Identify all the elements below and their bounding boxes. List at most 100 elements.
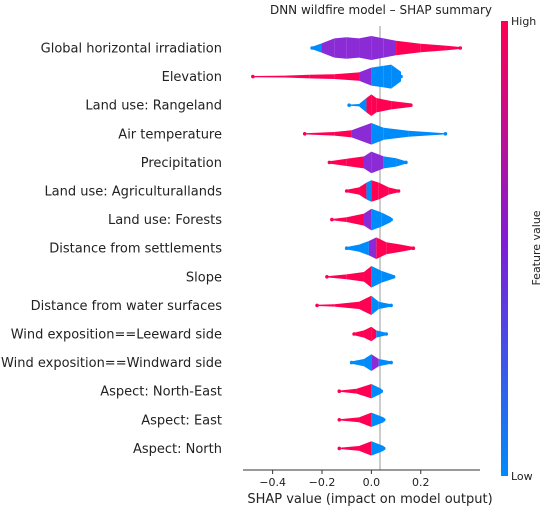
outlier-point [302,132,307,136]
colorbar-low-label: Low [511,470,533,483]
violin-segment [376,330,387,338]
violin-segment [356,384,372,399]
violin-segment [359,36,372,60]
violin-row [352,326,388,342]
outlier-point [389,303,393,308]
outlier-point [458,46,463,50]
violin-segment [309,74,335,79]
outlier-point [379,389,384,394]
outlier-point [347,103,351,107]
outlier-point [443,132,448,136]
violin-segment [371,441,384,456]
violin-segment [366,180,372,202]
violin-row [337,412,386,427]
violin-segment [359,441,372,456]
outlier-point [310,46,314,50]
outlier-point [381,446,386,451]
violin-segment [346,156,364,169]
violin-segment [376,237,387,259]
violin-segment [366,94,372,116]
violin-segment [359,67,372,86]
violin-row [310,36,463,60]
violin-segment [317,304,335,307]
violin-row [315,295,393,315]
violin-segment [322,38,335,58]
violin-segment [359,412,372,427]
violin-segment [445,45,461,51]
violin-segment [329,158,347,166]
x-ticks: −0.4 −0.2 0.0 0.2 [259,470,430,489]
feature-label: Wind exposition==Windward side [1,356,222,371]
feature-label: Slope [186,270,222,285]
violin-segment [391,64,401,89]
outlier-point [315,303,319,308]
violin-segment [359,182,367,200]
outlier-point [391,275,396,279]
outlier-point [411,246,416,250]
colorbar-title: Feature value [530,210,543,285]
violin-segment [396,40,421,56]
violin-segment [331,217,347,222]
feature-label: Elevation [162,70,222,85]
violin-segment [381,212,392,227]
violin-segment [381,270,394,283]
violin-segment [346,272,364,282]
outlier-point [337,418,342,422]
violin-row [327,151,408,174]
violin-segment [378,182,389,200]
violin-row [344,237,416,259]
violin-segment [363,208,372,231]
violin-segment [334,301,360,309]
outlier-point [404,160,408,165]
feature-label: Precipitation [141,156,222,171]
outlier-point [327,160,332,165]
violin-segment [371,295,379,315]
violin-segment [334,72,360,81]
violin-segment [383,38,397,58]
x-tick-label: 0.0 [363,476,381,489]
outlier-point [344,246,349,250]
violins-group [251,36,463,456]
outlier-point [352,332,356,336]
feature-label: Aspect: East [141,413,222,428]
violin-segment [349,104,360,107]
violin-segment [351,359,364,367]
violin-row [330,208,393,231]
violin-segment [363,326,372,342]
violin-segment [371,94,377,116]
outlier-point [399,74,403,79]
outlier-point [325,275,329,279]
violin-segment [312,43,322,53]
outlier-point [389,360,393,365]
feature-label: Wind exposition==Leeward side [11,328,222,343]
violin-row [337,384,384,399]
violin-segment [359,241,369,256]
violin-row [302,123,448,145]
violin-segment [284,74,310,79]
x-tick-label: 0.2 [412,476,430,489]
violin-segment [386,242,401,255]
feature-label: Land use: Forests [108,213,222,228]
violin-segment [371,266,382,288]
violin-segment [388,187,399,195]
violin-segment [371,354,379,371]
violin-segment [363,151,372,174]
outlier-point [384,332,388,336]
feature-labels: Global horizontal irradiation Elevation La… [1,42,222,457]
violin-segment [408,130,446,137]
violin-segment [383,64,392,89]
x-tick-label: −0.2 [309,476,336,489]
violin-segment [371,65,384,88]
violin-segment [378,359,392,367]
feature-label: Land use: Rangeland [85,99,222,114]
violin-segment [376,98,392,113]
outlier-point [396,189,401,193]
violin-segment [420,43,446,53]
feature-label: Distance from settlements [49,242,222,257]
violin-segment [339,417,360,423]
violin-segment [334,37,347,59]
violin-row [347,94,413,116]
violin-segment [326,274,347,280]
violin-segment [383,156,397,169]
